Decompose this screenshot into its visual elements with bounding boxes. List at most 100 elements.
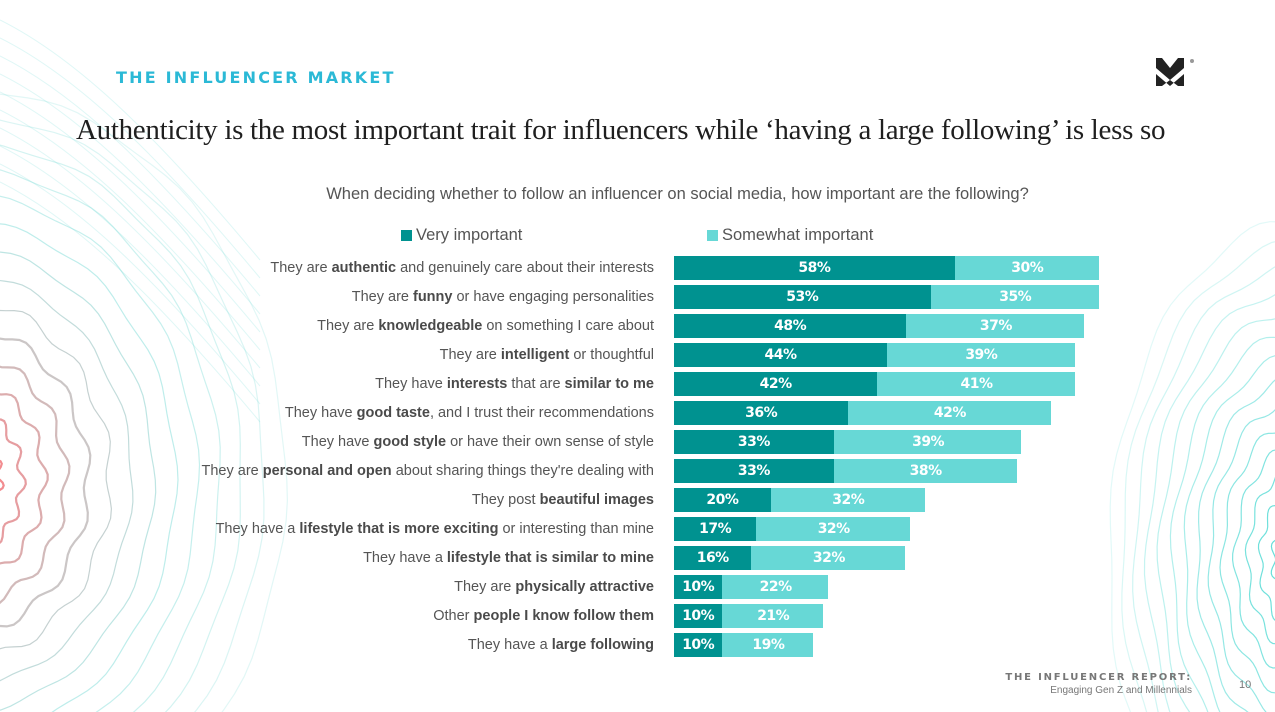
bar-somewhat-important — [848, 401, 1051, 425]
wave-line — [1109, 221, 1275, 712]
category-label: They have good style or have their own s… — [302, 430, 654, 454]
data-label: 48% — [774, 318, 807, 334]
wave-line — [1207, 409, 1275, 712]
category-label-text: and genuinely care about their interests — [396, 260, 654, 276]
category-label: They have a lifestyle that is similar to… — [363, 546, 654, 570]
wave-line — [1244, 476, 1275, 645]
bar-somewhat-important — [906, 314, 1085, 338]
category-label-text: They have — [301, 434, 374, 450]
data-label: 38% — [909, 463, 943, 479]
category-label: They have a large following — [468, 633, 654, 657]
bar-very-important — [674, 575, 723, 599]
wave-line — [0, 37, 261, 279]
category-label-text: or have their own sense of style — [446, 434, 654, 450]
data-label: 10% — [682, 608, 715, 624]
data-label: 17% — [699, 521, 732, 537]
category-label: They have a lifestyle that is more excit… — [216, 517, 654, 541]
category-label: They are intelligent or thoughtful — [440, 343, 654, 367]
category-label-text: They are — [454, 579, 516, 595]
wave-line — [0, 223, 179, 712]
category-label: They are knowledgeable on something I ca… — [317, 314, 654, 338]
category-label-emphasis: authentic — [331, 260, 397, 276]
category-label-emphasis: funny — [413, 289, 453, 305]
category-label-text: Other — [433, 608, 474, 624]
bar-very-important — [674, 488, 771, 512]
category-label: Other people I know follow them — [433, 604, 654, 628]
section-label: THE INFLUENCER MARKET — [116, 68, 396, 87]
data-label: 44% — [764, 347, 797, 363]
bar-very-important — [674, 604, 723, 628]
category-label-text: They have — [284, 405, 357, 421]
category-label-emphasis: people I know follow them — [473, 608, 654, 624]
category-label: They are authentic and genuinely care ab… — [270, 256, 654, 280]
category-label-text: They are — [439, 347, 501, 363]
category-label-text: on something I care about — [482, 318, 654, 334]
category-label-text: They are — [351, 289, 413, 305]
data-label: 22% — [759, 579, 793, 595]
wave-line — [0, 93, 289, 712]
category-label: They are personal and open about sharing… — [202, 459, 655, 483]
data-label: 42% — [759, 376, 793, 392]
bar-somewhat-important — [751, 546, 906, 570]
wave-line — [0, 73, 261, 315]
wave-line — [0, 55, 261, 297]
category-label-text: They post — [471, 492, 540, 508]
category-label-emphasis: physically attractive — [515, 579, 654, 595]
data-label: 36% — [745, 405, 778, 421]
wave-line — [0, 251, 157, 711]
data-label: 10% — [682, 579, 715, 595]
category-label-text: that are — [507, 376, 565, 392]
page-number: 10 — [1239, 679, 1252, 691]
bar-very-important — [674, 546, 752, 570]
bar-somewhat-important — [833, 459, 1017, 483]
wave-line — [0, 337, 92, 628]
data-label: 39% — [965, 347, 998, 363]
data-label: 35% — [999, 289, 1032, 305]
category-label: They have interests that are similar to … — [375, 372, 654, 396]
data-label: 33% — [737, 463, 771, 479]
bar-somewhat-important — [886, 343, 1075, 367]
data-label: 41% — [960, 376, 993, 392]
wave-line — [1196, 379, 1275, 712]
category-label-emphasis: similar to me — [564, 376, 654, 392]
data-label: 53% — [786, 289, 819, 305]
legend-label: Very important — [416, 226, 523, 244]
wave-line — [0, 181, 261, 423]
wave-line — [1156, 318, 1275, 712]
bar-very-important — [674, 430, 834, 454]
data-label: 30% — [1011, 260, 1044, 276]
category-label-emphasis: interests — [446, 376, 508, 392]
wave-line — [1143, 294, 1275, 712]
data-label: 16% — [696, 550, 730, 566]
wave-line — [1121, 241, 1275, 712]
wave-line — [0, 195, 201, 712]
bar-somewhat-important — [833, 430, 1022, 454]
category-label-emphasis: lifestyle that is similar to mine — [446, 550, 654, 566]
brand-m-logo-icon — [1156, 58, 1194, 86]
category-label-text: They have — [375, 376, 447, 392]
category-label-emphasis: knowledgeable — [378, 318, 483, 334]
bar-somewhat-important — [722, 575, 828, 599]
bar-very-important — [674, 314, 907, 338]
data-label: 10% — [682, 637, 715, 653]
data-label: 58% — [798, 260, 831, 276]
category-label: They post beautiful images — [472, 488, 654, 512]
data-label: 19% — [752, 637, 785, 653]
wave-line — [1132, 266, 1275, 712]
legend-label: Somewhat important — [722, 226, 874, 244]
wave-line — [0, 309, 113, 650]
wave-line — [0, 19, 261, 261]
bar-very-important — [674, 343, 887, 367]
chart-title: When deciding whether to follow an influ… — [326, 185, 1029, 203]
legend-item-very-important: Very important — [401, 226, 522, 245]
wave-line — [0, 169, 221, 712]
category-label-emphasis: good taste — [356, 405, 430, 421]
footer-report-subtitle: Engaging Gen Z and Millennials — [1050, 685, 1192, 696]
wave-line — [1183, 355, 1275, 712]
data-label: 37% — [979, 318, 1013, 334]
data-label: 21% — [757, 608, 790, 624]
category-label-text: or thoughtful — [569, 347, 654, 363]
footer-report-title: THE INFLUENCER REPORT: — [1005, 672, 1192, 683]
